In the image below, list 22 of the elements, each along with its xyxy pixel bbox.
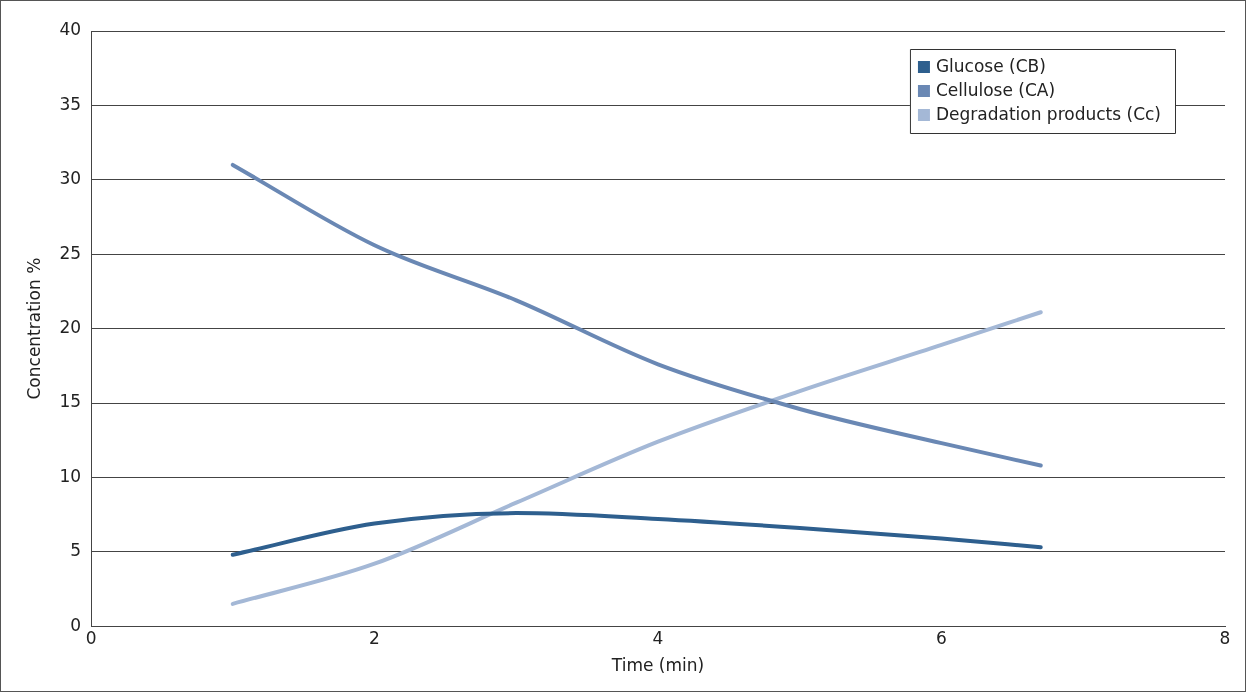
- line-series: [230, 310, 1043, 606]
- legend-label: Degradation products (Cc): [935, 104, 1162, 125]
- y-tick-label: 5: [70, 540, 82, 561]
- y-tick-label: 15: [59, 391, 82, 412]
- y-axis-title: Concentration %: [23, 257, 44, 400]
- legend-label: Cellulose (CA): [935, 80, 1056, 101]
- x-axis-title: Time (min): [610, 655, 705, 676]
- y-tick-label: 35: [59, 93, 82, 114]
- x-tick-label: 4: [652, 627, 664, 648]
- x-tick-label: 8: [1219, 627, 1231, 648]
- y-tick-label: 25: [59, 242, 82, 263]
- line-series: [230, 162, 1043, 468]
- y-tick-label: 10: [59, 465, 82, 486]
- y-tick-label: 40: [59, 19, 82, 40]
- line-series: [230, 511, 1043, 557]
- x-tick-label: 0: [85, 627, 97, 648]
- y-tick-label: 0: [70, 614, 82, 635]
- y-tick-label: 20: [59, 317, 82, 338]
- x-tick-label: 6: [936, 627, 947, 648]
- y-tick-label: 30: [59, 168, 82, 189]
- x-tick-label: 2: [369, 627, 380, 648]
- legend-label: Glucose (CB): [935, 56, 1046, 77]
